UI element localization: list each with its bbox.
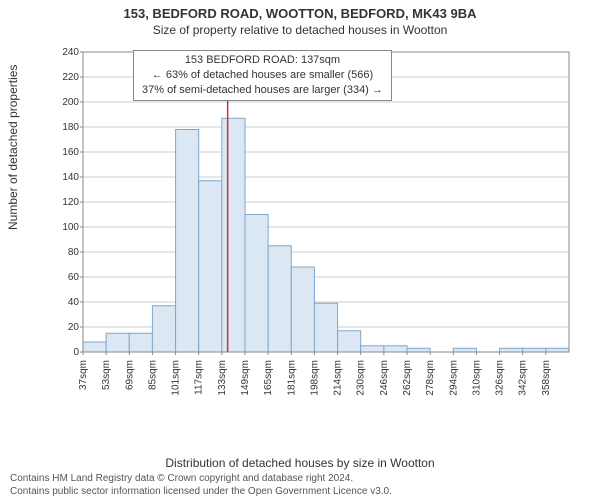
svg-text:140: 140 — [62, 172, 79, 183]
svg-text:310sqm: 310sqm — [471, 360, 482, 396]
svg-text:80: 80 — [68, 247, 80, 258]
chart-title-sub: Size of property relative to detached ho… — [0, 21, 600, 37]
svg-text:262sqm: 262sqm — [402, 360, 413, 396]
svg-text:117sqm: 117sqm — [194, 360, 205, 395]
svg-text:160: 160 — [62, 147, 79, 158]
svg-text:220: 220 — [62, 72, 79, 83]
svg-text:240: 240 — [62, 48, 79, 58]
svg-text:326sqm: 326sqm — [495, 360, 506, 396]
svg-text:53sqm: 53sqm — [101, 360, 112, 390]
chart-plot-area: 0 20 40 60 80 100 120 140 160 180 200 220 240 37sqm 53… — [55, 48, 575, 408]
svg-text:100: 100 — [62, 222, 79, 233]
svg-text:0: 0 — [73, 347, 79, 358]
footer-line-1: Contains HM Land Registry data © Crown c… — [10, 473, 392, 486]
svg-text:40: 40 — [68, 297, 80, 308]
svg-text:85sqm: 85sqm — [147, 360, 158, 390]
footer-line-2: Contains public sector information licen… — [10, 486, 392, 499]
svg-text:20: 20 — [68, 322, 80, 333]
svg-text:180: 180 — [62, 122, 79, 133]
svg-text:200: 200 — [62, 97, 79, 108]
svg-text:246sqm: 246sqm — [379, 360, 390, 396]
callout-line-2: ← 63% of detached houses are smaller (56… — [142, 68, 383, 83]
footer-attribution: Contains HM Land Registry data © Crown c… — [10, 473, 392, 498]
svg-text:278sqm: 278sqm — [425, 360, 436, 396]
histogram-svg: 0 20 40 60 80 100 120 140 160 180 200 220 240 37sqm 53… — [55, 48, 575, 408]
chart-title-main: 153, BEDFORD ROAD, WOOTTON, BEDFORD, MK4… — [0, 0, 600, 21]
svg-text:133sqm: 133sqm — [217, 360, 228, 396]
svg-text:37sqm: 37sqm — [78, 360, 89, 390]
svg-text:101sqm: 101sqm — [171, 360, 182, 396]
svg-text:69sqm: 69sqm — [124, 360, 135, 390]
svg-text:198sqm: 198sqm — [309, 360, 320, 396]
callout-line-1: 153 BEDFORD ROAD: 137sqm — [142, 53, 383, 68]
y-axis-label: Number of detached properties — [6, 65, 20, 230]
svg-text:165sqm: 165sqm — [263, 360, 274, 396]
callout-box: 153 BEDFORD ROAD: 137sqm ← 63% of detach… — [133, 50, 392, 101]
svg-text:149sqm: 149sqm — [240, 360, 251, 396]
svg-text:342sqm: 342sqm — [518, 360, 529, 396]
svg-text:358sqm: 358sqm — [541, 360, 552, 396]
svg-text:181sqm: 181sqm — [286, 360, 297, 396]
svg-text:230sqm: 230sqm — [356, 360, 367, 396]
x-axis-label: Distribution of detached houses by size … — [0, 456, 600, 470]
svg-text:60: 60 — [68, 272, 80, 283]
callout-line-3: 37% of semi-detached houses are larger (… — [142, 83, 383, 98]
svg-text:294sqm: 294sqm — [448, 360, 459, 396]
svg-text:214sqm: 214sqm — [333, 360, 344, 396]
svg-text:120: 120 — [62, 197, 79, 208]
